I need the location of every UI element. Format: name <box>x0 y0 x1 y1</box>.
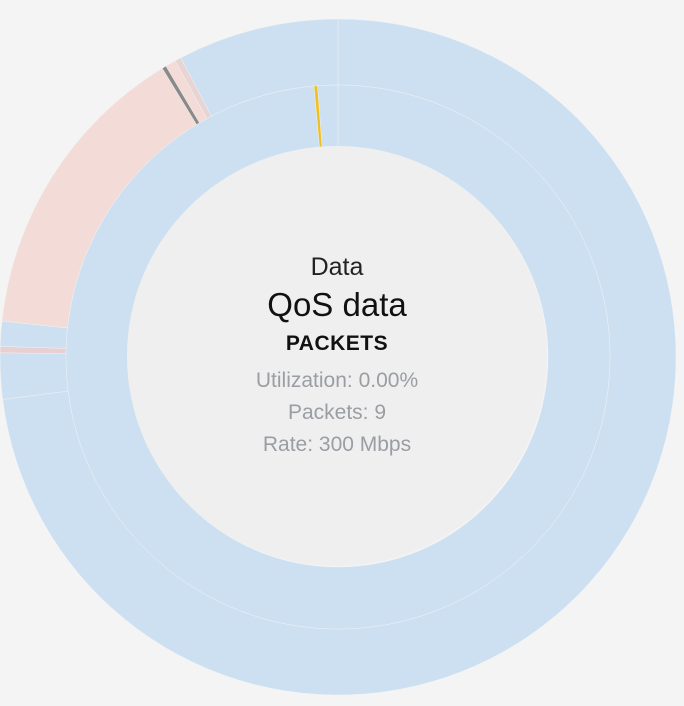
outer-ring-slice-1[interactable] <box>0 352 69 400</box>
chart-subtitle: QoS data <box>267 286 407 323</box>
packets-stat: Packets: 9 <box>287 401 387 424</box>
utilization-stat: Utilization: 0.00% <box>255 369 419 392</box>
rate-stat: Rate: 300 Mbps <box>262 433 412 456</box>
unit-label: PACKETS <box>285 332 389 355</box>
outer-ring <box>0 18 677 696</box>
inner-ring-slice-0[interactable] <box>65 84 611 630</box>
donut-center-panel: Data QoS data PACKETS Utilization: 0.00%… <box>127 146 547 566</box>
chart-title: Data <box>310 253 364 281</box>
